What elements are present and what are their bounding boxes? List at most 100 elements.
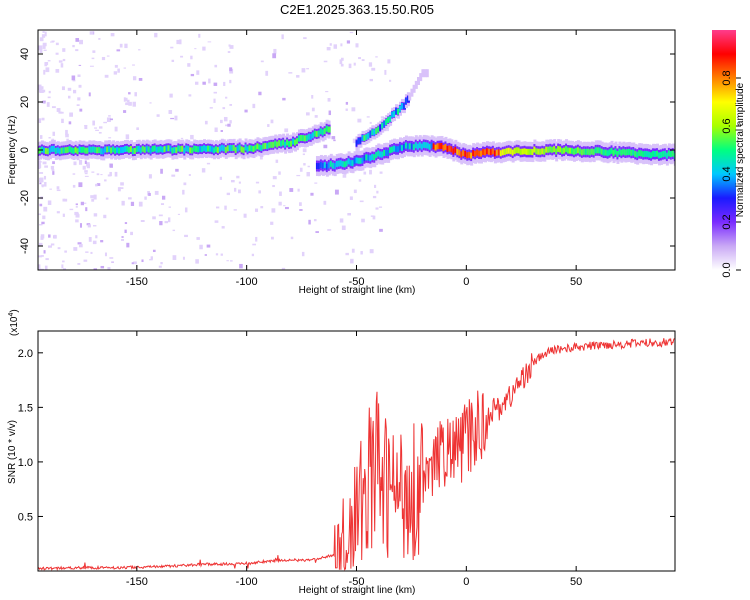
heatmap-cell — [417, 77, 421, 85]
heatmap-noise — [41, 184, 45, 187]
x-tick-label: -50 — [349, 576, 365, 588]
heatmap-noise — [78, 159, 83, 165]
heatmap-noise — [61, 118, 64, 124]
heatmap-noise — [51, 106, 56, 109]
heatmap-noise — [138, 49, 141, 51]
heatmap-cell — [307, 133, 311, 140]
heatmap-cell — [491, 148, 495, 155]
heatmap-noise — [259, 155, 263, 160]
heatmap-cell — [489, 149, 493, 156]
heatmap-noise — [369, 249, 374, 254]
heatmap-noise — [258, 91, 262, 96]
heatmap-cell — [220, 144, 224, 151]
heatmap-cell — [377, 150, 381, 157]
heatmap-cell — [381, 151, 385, 158]
heatmap-cell — [509, 148, 513, 155]
heatmap-cell — [205, 146, 209, 153]
heatmap-cell — [638, 150, 642, 157]
heatmap-cell — [610, 147, 614, 154]
heatmap-noise — [104, 179, 107, 182]
heatmap-cell — [244, 144, 248, 151]
heatmap-noise — [105, 197, 109, 200]
heatmap-cell — [345, 160, 349, 167]
heatmap-cell — [608, 149, 612, 156]
heatmap-noise — [160, 203, 165, 206]
heatmap-cell — [363, 155, 367, 162]
heatmap-noise — [222, 107, 226, 110]
heatmap-noise — [333, 44, 338, 49]
heatmap-noise — [103, 214, 107, 219]
heatmap-cell — [337, 160, 341, 167]
heatmap-cell — [201, 146, 205, 153]
heatmap-cell — [329, 160, 333, 167]
heatmap-noise — [376, 190, 379, 194]
heatmap-noise — [47, 60, 51, 62]
heatmap-cell — [576, 147, 580, 154]
heatmap-cell — [54, 147, 58, 154]
heatmap-noise — [204, 120, 208, 125]
heatmap-noise — [89, 65, 94, 67]
heatmap-cell — [626, 149, 630, 156]
heatmap-noise — [124, 222, 128, 225]
heatmap-noise — [38, 160, 42, 163]
heatmap-noise — [38, 242, 43, 246]
heatmap-cell — [584, 148, 588, 155]
heatmap-cell — [551, 146, 555, 153]
y-tick-label: 40 — [19, 48, 31, 60]
heatmap-noise — [114, 64, 118, 68]
heatmap-noise — [348, 63, 352, 69]
colorbar-ticks: 0.0 0.2 0.4 0.6 0.8 — [721, 70, 741, 278]
heatmap-cell — [586, 148, 590, 155]
heatmap-cell — [402, 103, 406, 110]
heatmap-noise — [38, 89, 42, 93]
heatmap-cell — [317, 130, 321, 137]
heatmap-noise — [98, 131, 102, 134]
heatmap-noise — [303, 163, 306, 166]
heatmap-noise — [351, 107, 356, 112]
heatmap-cell — [311, 132, 315, 139]
heatmap-noise — [170, 46, 174, 49]
heatmap-noise — [213, 91, 218, 94]
heatmap-cell — [147, 146, 151, 153]
heatmap-cell — [482, 148, 486, 155]
heatmap-noise — [107, 266, 111, 270]
heatmap-cell — [319, 161, 323, 168]
heatmap-cell — [570, 147, 574, 154]
heatmap-noise — [340, 43, 343, 47]
heatmap-noise — [206, 162, 211, 165]
heatmap-cell — [377, 126, 381, 133]
heatmap-cell — [622, 148, 626, 155]
heatmap-noise — [48, 90, 51, 94]
heatmap-noise — [299, 202, 302, 206]
heatmap-cell — [359, 137, 363, 144]
heatmap-cell — [474, 150, 478, 157]
heatmap-noise — [161, 195, 166, 200]
heatmap-noise — [213, 82, 218, 86]
heatmap-cell — [299, 134, 303, 141]
heatmap-noise — [57, 247, 61, 250]
heatmap-noise — [109, 118, 114, 121]
heatmap-cell — [98, 147, 102, 154]
heatmap-noise — [38, 268, 42, 270]
heatmap-cell — [254, 144, 258, 151]
heatmap-noise — [160, 261, 163, 265]
heatmap-cell — [452, 148, 456, 155]
heatmap-noise — [123, 97, 126, 102]
heatmap-cell — [464, 150, 468, 157]
heatmap-cell — [555, 148, 559, 155]
heatmap-cell — [133, 147, 137, 154]
heatmap-noise — [180, 55, 184, 58]
heatmap-cell — [224, 146, 228, 153]
heatmap-noise — [258, 190, 261, 194]
heatmap-noise — [327, 98, 331, 102]
heatmap-cell — [270, 141, 274, 148]
heatmap-noise — [226, 192, 231, 196]
heatmap-noise — [53, 234, 57, 239]
heatmap-cell — [175, 147, 179, 154]
heatmap-cell — [535, 148, 539, 155]
heatmap-noise — [372, 215, 376, 220]
heatmap-noise — [158, 214, 163, 217]
heatmap-cell — [418, 142, 422, 149]
heatmap-cell — [487, 148, 491, 155]
heatmap-noise — [121, 238, 124, 241]
